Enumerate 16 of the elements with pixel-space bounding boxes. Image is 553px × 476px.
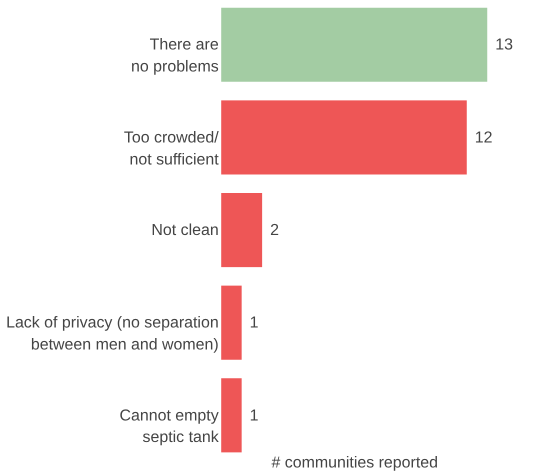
data-label: 13 [495,36,514,54]
data-label: 2 [270,222,280,240]
bar [221,192,262,268]
data-label: 1 [250,407,259,424]
bar [221,100,467,174]
y-tick-label: Cannot empty septic tank [119,407,219,446]
y-tick-label: Not clean [151,222,219,240]
y-tick-label: There are no problems [131,36,219,76]
y-tick-label: Too crowded/ not sufficient [124,129,220,168]
bar [221,286,242,360]
x-axis-title: # communities reported [271,454,438,472]
data-label: 12 [474,129,493,146]
data-label: 1 [250,314,259,332]
y-tick-label: Lack of privacy (no separation between men and women) [6,314,219,354]
bar [221,378,242,452]
bar [221,8,488,82]
